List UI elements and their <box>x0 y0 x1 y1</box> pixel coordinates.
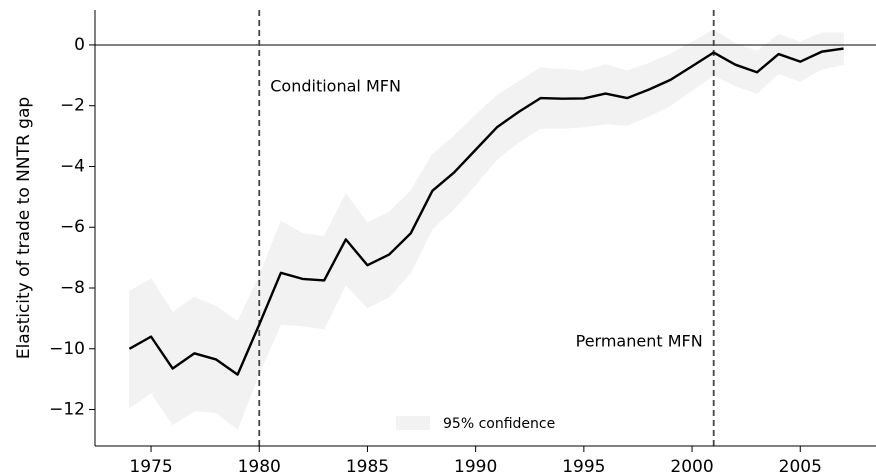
x-tick-label: 1975 <box>129 457 172 476</box>
annotation: Permanent MFN <box>576 332 703 351</box>
x-tick-label: 1990 <box>454 457 497 476</box>
y-axis-label: Elasticity of trade to NNTR gap <box>14 97 34 359</box>
confidence-band <box>237 275 260 430</box>
legend-swatch <box>396 416 430 430</box>
y-tick-label: 0 <box>74 35 85 55</box>
x-tick-label: 1985 <box>346 457 389 476</box>
x-tick-label: 1980 <box>238 457 281 476</box>
data-line <box>128 47 844 376</box>
annotation: Conditional MFN <box>270 77 401 96</box>
y-tick-label: −4 <box>60 156 85 176</box>
y-tick-label: −10 <box>49 339 85 359</box>
y-tick-label: −6 <box>60 217 85 237</box>
y-tick-label: −12 <box>49 400 85 420</box>
y-tick-label: −8 <box>60 278 85 298</box>
y-tick-label: −2 <box>60 96 85 116</box>
legend-label: 95% confidence <box>443 416 555 432</box>
x-tick-label: 2000 <box>670 457 713 476</box>
x-tick-label: 1995 <box>562 457 605 476</box>
x-tick-label: 2005 <box>779 457 822 476</box>
